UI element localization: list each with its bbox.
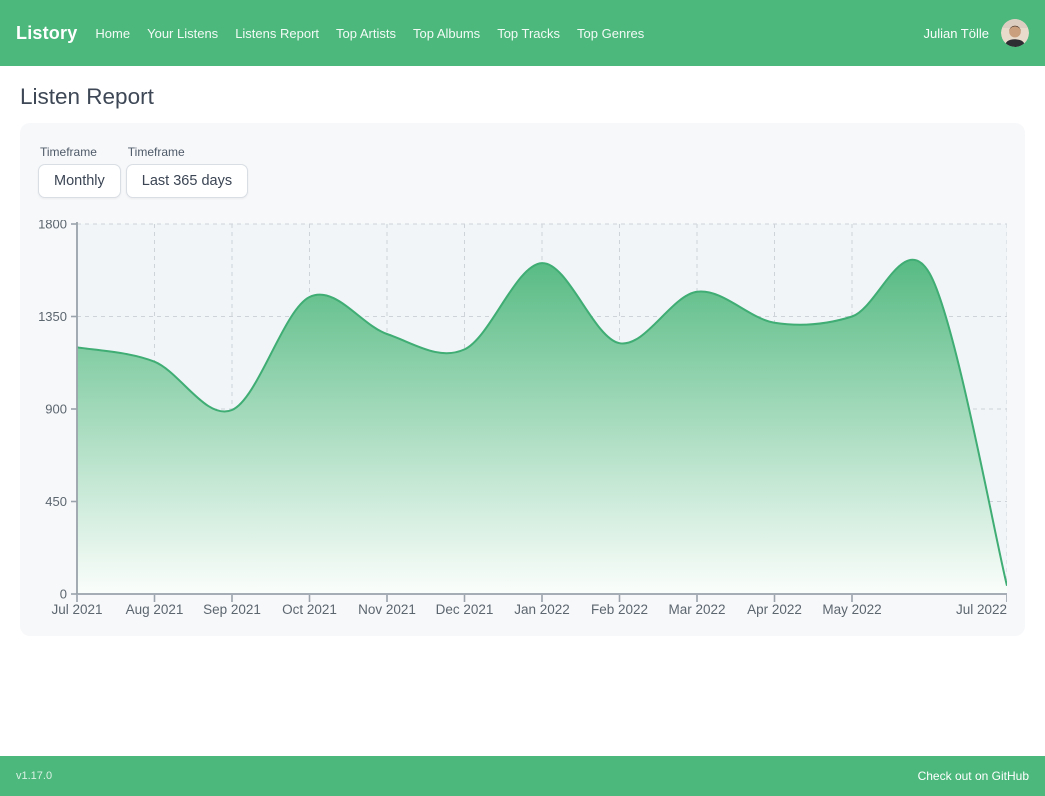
timeframe-range-field: Timeframe Last 365 days: [125, 145, 249, 198]
x-tick-label: May 2022: [822, 602, 881, 617]
x-tick-label: Feb 2022: [591, 602, 648, 617]
timeframe-mode-select[interactable]: Monthly: [38, 164, 121, 198]
nav-item-top-artists[interactable]: Top Artists: [336, 25, 396, 41]
version-label: v1.17.0: [16, 770, 53, 782]
x-tick-label: Jan 2022: [514, 602, 570, 617]
navbar: Listory Home Your Listens Listens Report…: [0, 0, 1045, 66]
timeframe-filters: Timeframe Monthly Timeframe Last 365 day…: [38, 145, 1007, 198]
github-link[interactable]: Check out on GitHub: [917, 769, 1029, 783]
y-tick-label: 1800: [38, 220, 67, 232]
nav-item-top-albums[interactable]: Top Albums: [412, 25, 481, 41]
x-tick-label: Nov 2021: [358, 602, 416, 617]
page-title: Listen Report: [20, 84, 154, 109]
listen-chart: 0 450 900 1350 1800 Jul 2021 Aug 2021 Sep 2021 O…: [38, 220, 1007, 620]
nav-item-home[interactable]: Home: [95, 25, 131, 41]
listen-chart-svg: 0 450 900 1350 1800 Jul 2021 Aug 2021 Sep 2021 O…: [38, 220, 1007, 617]
timeframe-mode-label: Timeframe: [40, 145, 97, 159]
x-tick-label: Aug 2021: [126, 602, 184, 617]
user-menu[interactable]: Julian Tölle: [923, 19, 1029, 47]
timeframe-range-select[interactable]: Last 365 days: [125, 164, 249, 198]
brand-logo[interactable]: Listory: [16, 22, 78, 43]
listens-line-series: [76, 258, 1007, 587]
main-content: Listen Report Timeframe Monthly Timefram…: [0, 66, 1045, 756]
nav-item-listens-report[interactable]: Listens Report: [235, 25, 320, 41]
avatar[interactable]: [1001, 19, 1029, 47]
timeframe-range-label: Timeframe: [127, 145, 185, 159]
timeframe-mode-field: Timeframe Monthly: [38, 145, 121, 198]
nav-item-your-listens[interactable]: Your Listens: [147, 25, 219, 41]
nav-item-top-genres[interactable]: Top Genres: [577, 25, 645, 41]
report-card: Timeframe Monthly Timeframe Last 365 day…: [20, 123, 1025, 636]
nav-links: Home Your Listens Listens Report Top Art…: [95, 26, 644, 41]
x-tick-label: Mar 2022: [668, 602, 725, 617]
y-tick-label: 0: [60, 587, 67, 602]
footer: v1.17.0 Check out on GitHub: [0, 756, 1045, 796]
y-tick-label: 900: [45, 402, 67, 417]
avatar-image: [1001, 19, 1029, 47]
x-tick-label: Dec 2021: [436, 602, 494, 617]
x-tick-label: Jul 2021: [51, 602, 102, 617]
nav-item-top-tracks[interactable]: Top Tracks: [497, 25, 561, 41]
y-tick-label: 450: [45, 494, 67, 509]
x-tick-label: Sep 2021: [203, 602, 261, 617]
x-tick-label: Jul 2022: [956, 602, 1007, 617]
user-name: Julian Tölle: [923, 25, 989, 41]
x-tick-label: Apr 2022: [747, 602, 802, 617]
x-tick-label: Oct 2021: [282, 602, 337, 617]
listens-area-series: [77, 259, 1007, 594]
y-tick-label: 1350: [38, 309, 67, 324]
